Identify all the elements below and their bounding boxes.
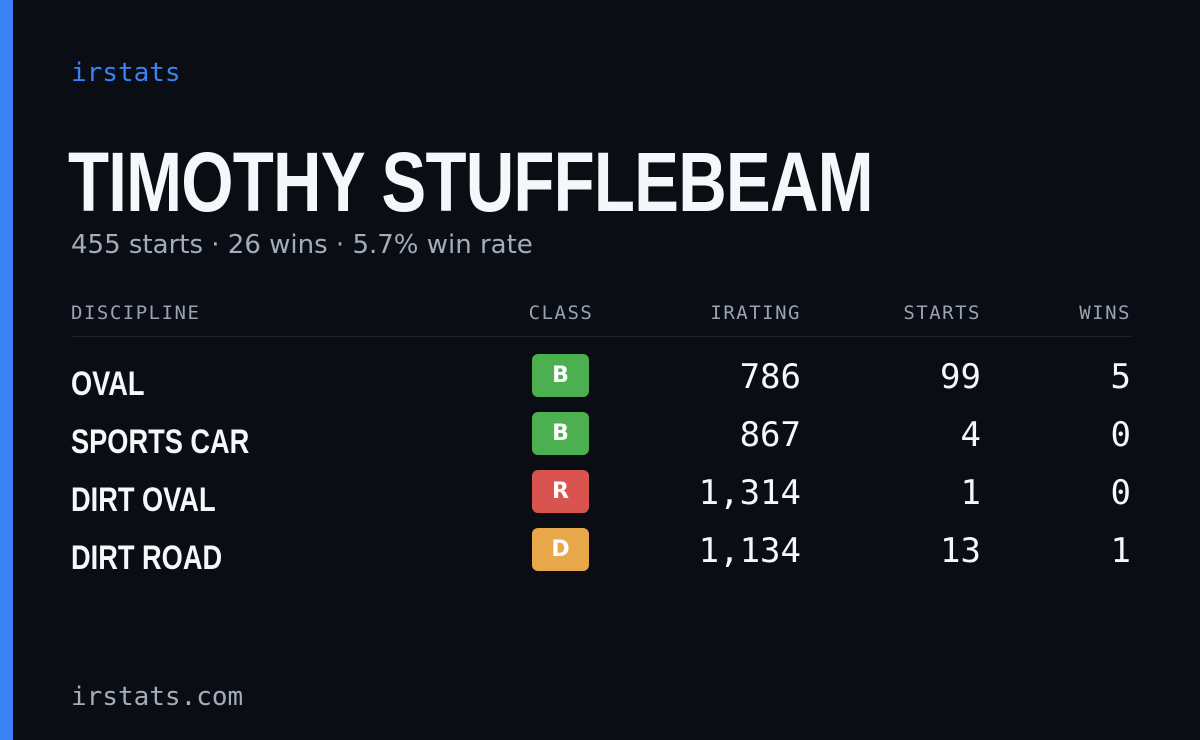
table-row: OVAL B 786 99 5 (71, 354, 1131, 412)
accent-bar (0, 0, 13, 740)
table-row: DIRT OVAL R 1,314 1 0 (71, 470, 1131, 528)
wins-value: 0 (1110, 415, 1131, 455)
class-badge: R (532, 470, 589, 513)
header-wins: WINS (1079, 302, 1131, 324)
irating-value: 786 (739, 357, 801, 397)
table-row: DIRT ROAD D 1,134 13 1 (71, 528, 1131, 586)
starts-value: 99 (940, 357, 981, 397)
wins-value: 1 (1110, 531, 1131, 571)
header-irating: IRATING (710, 302, 801, 324)
discipline-name: SPORTS CAR (71, 423, 250, 461)
discipline-name: DIRT OVAL (71, 481, 216, 519)
header-starts: STARTS (903, 302, 981, 324)
starts-value: 4 (960, 415, 981, 455)
irating-value: 867 (739, 415, 801, 455)
irating-value: 1,314 (698, 473, 801, 513)
class-badge: D (532, 528, 589, 571)
wins-value: 5 (1110, 357, 1131, 397)
starts-value: 1 (960, 473, 981, 513)
wins-value: 0 (1110, 473, 1131, 513)
header-class: CLASS (528, 302, 594, 324)
class-badge: B (532, 412, 589, 455)
driver-summary: 455 starts · 26 wins · 5.7% win rate (71, 230, 533, 260)
irating-value: 1,134 (698, 531, 801, 571)
discipline-table: DISCIPLINE CLASS IRATING STARTS WINS OVA… (71, 296, 1131, 577)
discipline-name: DIRT ROAD (71, 539, 223, 577)
driver-name: TIMOTHY STUFFLEBEAM (68, 135, 874, 229)
starts-value: 13 (940, 531, 981, 571)
footer-domain[interactable]: irstats.com (71, 682, 244, 712)
table-header: DISCIPLINE CLASS IRATING STARTS WINS (71, 296, 1131, 337)
class-badge: B (532, 354, 589, 397)
discipline-name: OVAL (71, 365, 145, 403)
table-row: SPORTS CAR B 867 4 0 (71, 412, 1131, 470)
brand-logo[interactable]: irstats (71, 58, 181, 88)
table-body: OVAL B 786 99 5 SPORTS CAR B 867 4 0 DIR… (71, 354, 1131, 586)
header-discipline: DISCIPLINE (71, 302, 201, 324)
